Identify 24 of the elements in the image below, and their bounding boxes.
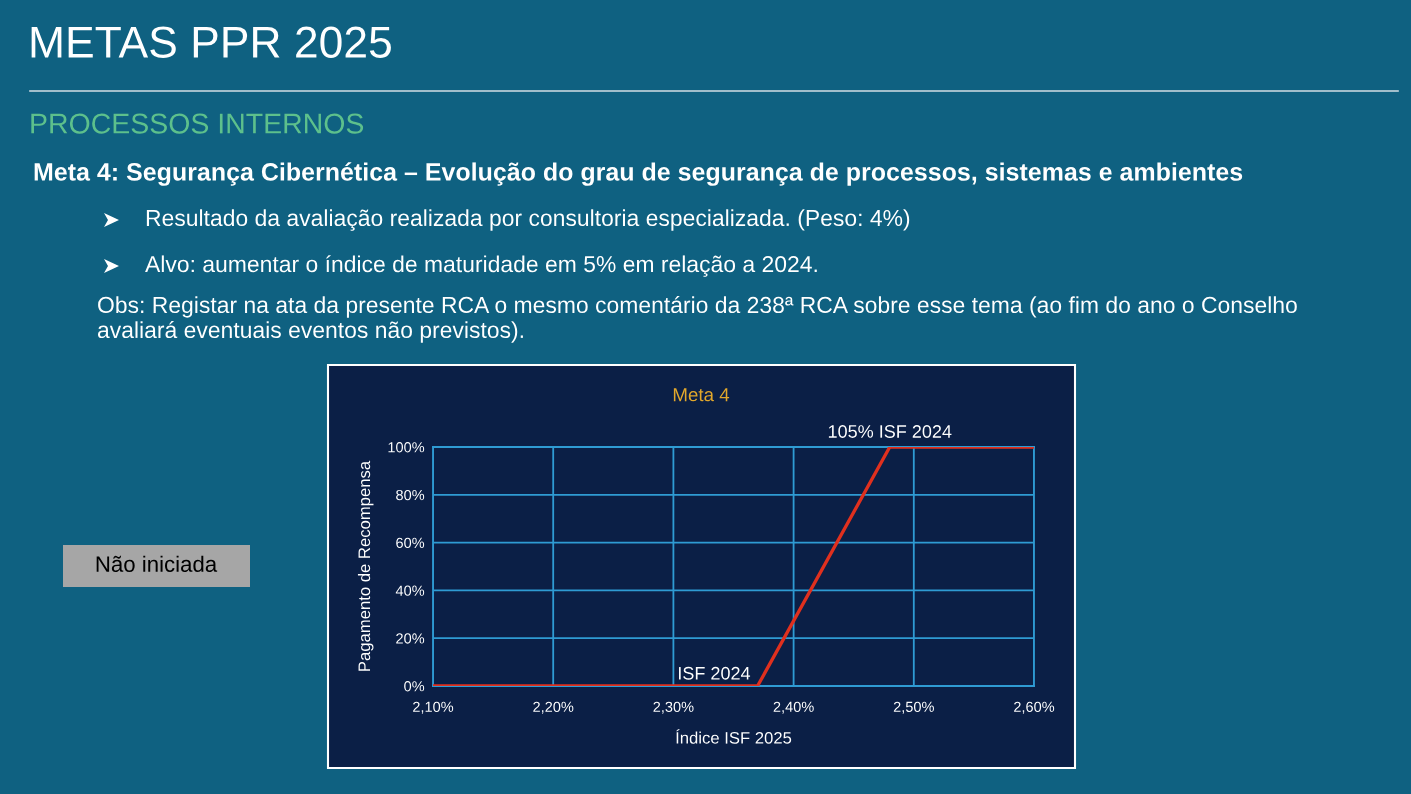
annotation: ISF 2024: [679, 666, 751, 680]
text: METAS PPR 2025: [31, 26, 391, 58]
text: Obs: Registar na ata da presente RCA o mesmo comentário da 238ª RCA sobre esse tema (ao fim do ano o Conselho avaliará eventuais eventos não previstos).: [97, 296, 1297, 343]
y-tick-label: 60%: [396, 537, 425, 549]
chart-title: Meta 4: [673, 388, 730, 402]
y-axis-title: Pagamento de Recompensa: [357, 460, 374, 671]
x-tick-label: 2,40%: [773, 701, 814, 714]
annotation: 105% ISF 2024: [828, 425, 952, 438]
x-tick-label: 2,50%: [893, 701, 934, 714]
y-tick-label: 100%: [388, 442, 425, 453]
x-tick-label: 2,60%: [1014, 701, 1055, 714]
y-tick-label: 0%: [404, 681, 425, 692]
x-axis-title: Índice ISF 2025: [676, 729, 792, 744]
y-tick-label: 40%: [395, 585, 425, 596]
text: Resultado da avaliação realizada por consultoria especializada. (Peso: 4%): [146, 209, 910, 231]
y-tick-label: 20%: [396, 633, 425, 644]
text: Meta 4: Segurança Cibernética – Evolução do grau de segurança de processos, sistemas e ambientes: [34, 162, 1243, 186]
y-tick-label: 80%: [396, 489, 425, 501]
x-tick-label: 2,30%: [653, 701, 694, 714]
x-tick-label: 2,20%: [533, 701, 574, 714]
x-tick-label: 2,10%: [413, 701, 454, 714]
text: PROCESSOS INTERNOS: [31, 113, 364, 134]
text: Alvo: aumentar o índice de maturidade em 5% em relação a 2024.: [145, 255, 817, 277]
text: Não iniciada: [96, 555, 218, 572]
